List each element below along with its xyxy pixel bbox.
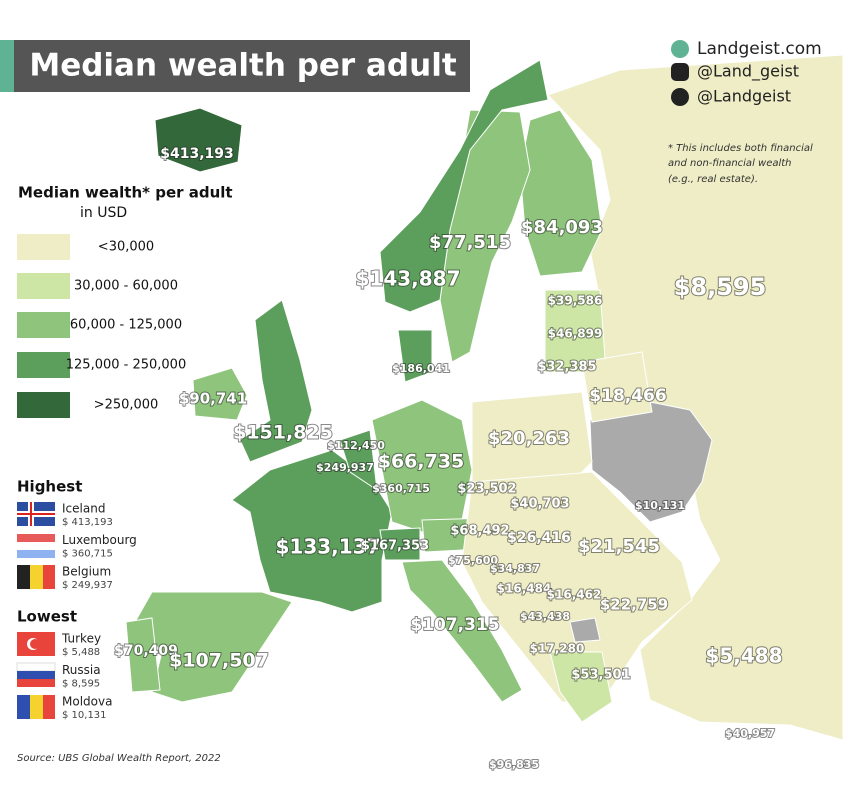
country-label: $96,835	[489, 758, 539, 771]
legend-swatch	[17, 352, 70, 378]
note-line: and non-financial wealth	[668, 158, 792, 169]
country-label: $16,462	[547, 588, 602, 602]
title-bar	[14, 40, 470, 92]
country-label: $68,492	[450, 524, 509, 539]
country-label: $20,263	[488, 428, 570, 449]
country-label: $53,501	[571, 668, 630, 683]
lowest-title: Lowest	[17, 608, 77, 626]
country-label: $133,137	[275, 535, 380, 559]
country-value: $ 360,715	[62, 549, 113, 560]
legend-label: <30,000	[98, 240, 154, 255]
country-label: $26,416	[507, 530, 571, 546]
social-twitter: @Landgeist	[697, 87, 791, 106]
country-label: $66,735	[378, 451, 465, 473]
land	[125, 54, 843, 741]
legend-title: Median wealth* per adult	[18, 184, 233, 202]
country-value: $ 8,595	[62, 679, 100, 690]
country-label: $40,957	[725, 727, 775, 740]
title: Median wealth per adult	[29, 48, 456, 84]
instagram-icon	[671, 63, 689, 81]
country-label: $77,515	[429, 232, 511, 253]
country-value: $ 10,131	[62, 710, 107, 721]
country-label: $70,409	[114, 643, 178, 659]
country-label: $143,887	[355, 267, 460, 291]
legend-label: 30,000 - 60,000	[74, 279, 178, 294]
twitter-icon	[671, 88, 689, 106]
country-label: $413,193	[160, 146, 234, 162]
social-web: Landgeist.com	[697, 39, 822, 59]
country-name: Luxembourg	[62, 533, 137, 547]
country-name: Turkey	[61, 632, 101, 646]
country-value: $ 413,193	[62, 517, 113, 528]
web-icon	[671, 40, 689, 58]
legend-swatch	[17, 234, 70, 260]
flags	[16, 502, 56, 719]
country-label: $107,507	[169, 650, 269, 672]
country-label: $23,502	[457, 482, 516, 497]
country-value: $ 5,488	[62, 647, 100, 658]
legend-label: >250,000	[94, 398, 159, 413]
country-label: $22,759	[600, 596, 668, 614]
country-label: $5,488	[705, 644, 782, 668]
country-label: $167,353	[361, 539, 429, 554]
note-line: (e.g., real estate).	[668, 174, 758, 185]
country-name: Belgium	[62, 565, 111, 579]
country-label: $186,041	[392, 362, 450, 375]
legend-swatch	[17, 392, 70, 418]
country-label: $112,450	[327, 439, 385, 452]
country-label: $16,484	[497, 582, 552, 596]
country-label: $360,715	[372, 482, 430, 495]
legend-swatch	[17, 273, 70, 299]
country-label: $32,385	[537, 360, 596, 375]
country-name: Moldova	[62, 695, 112, 709]
country-label: $18,466	[589, 386, 666, 406]
source: Source: UBS Global Wealth Report, 2022	[17, 753, 221, 764]
country-label: $10,131	[635, 499, 685, 512]
legend-label: 60,000 - 125,000	[70, 318, 182, 333]
country-label: $46,899	[548, 327, 603, 341]
country-name: Russia	[62, 663, 101, 677]
country-label: $43,438	[520, 610, 570, 623]
country-label: $40,703	[510, 497, 569, 512]
highest-title: Highest	[17, 478, 82, 496]
country-label: $17,280	[530, 642, 585, 656]
country-name: Iceland	[62, 502, 105, 516]
legend-subtitle: in USD	[80, 205, 127, 221]
country-label: $34,837	[490, 562, 540, 575]
country-label: $107,315	[410, 615, 499, 635]
title-accent	[0, 40, 14, 92]
country-label: $151,825	[233, 422, 333, 444]
country-label: $90,741	[179, 390, 247, 408]
country-label: $249,937	[316, 461, 374, 474]
country-label: $21,545	[578, 536, 660, 557]
country-label: $75,600	[448, 554, 498, 567]
legend-label: 125,000 - 250,000	[66, 358, 186, 373]
country-label: $84,093	[521, 217, 603, 238]
country-label: $8,595	[674, 273, 767, 301]
social-instagram: @Land_geist	[697, 62, 799, 82]
legend-swatch	[17, 312, 70, 338]
country-label: $39,586	[548, 294, 603, 308]
note-line: * This includes both financial	[668, 143, 813, 154]
country-value: $ 249,937	[62, 580, 113, 591]
